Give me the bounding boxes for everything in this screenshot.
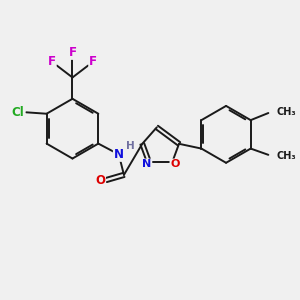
Text: F: F [48,55,56,68]
Text: O: O [170,159,180,170]
Text: H: H [126,141,135,151]
Text: O: O [95,173,105,187]
Text: CH₃: CH₃ [276,106,296,117]
Text: CH₃: CH₃ [276,151,296,161]
Text: F: F [89,55,97,68]
Text: N: N [114,148,124,161]
Text: N: N [142,159,152,170]
Text: F: F [68,46,76,59]
Text: Cl: Cl [12,106,25,119]
